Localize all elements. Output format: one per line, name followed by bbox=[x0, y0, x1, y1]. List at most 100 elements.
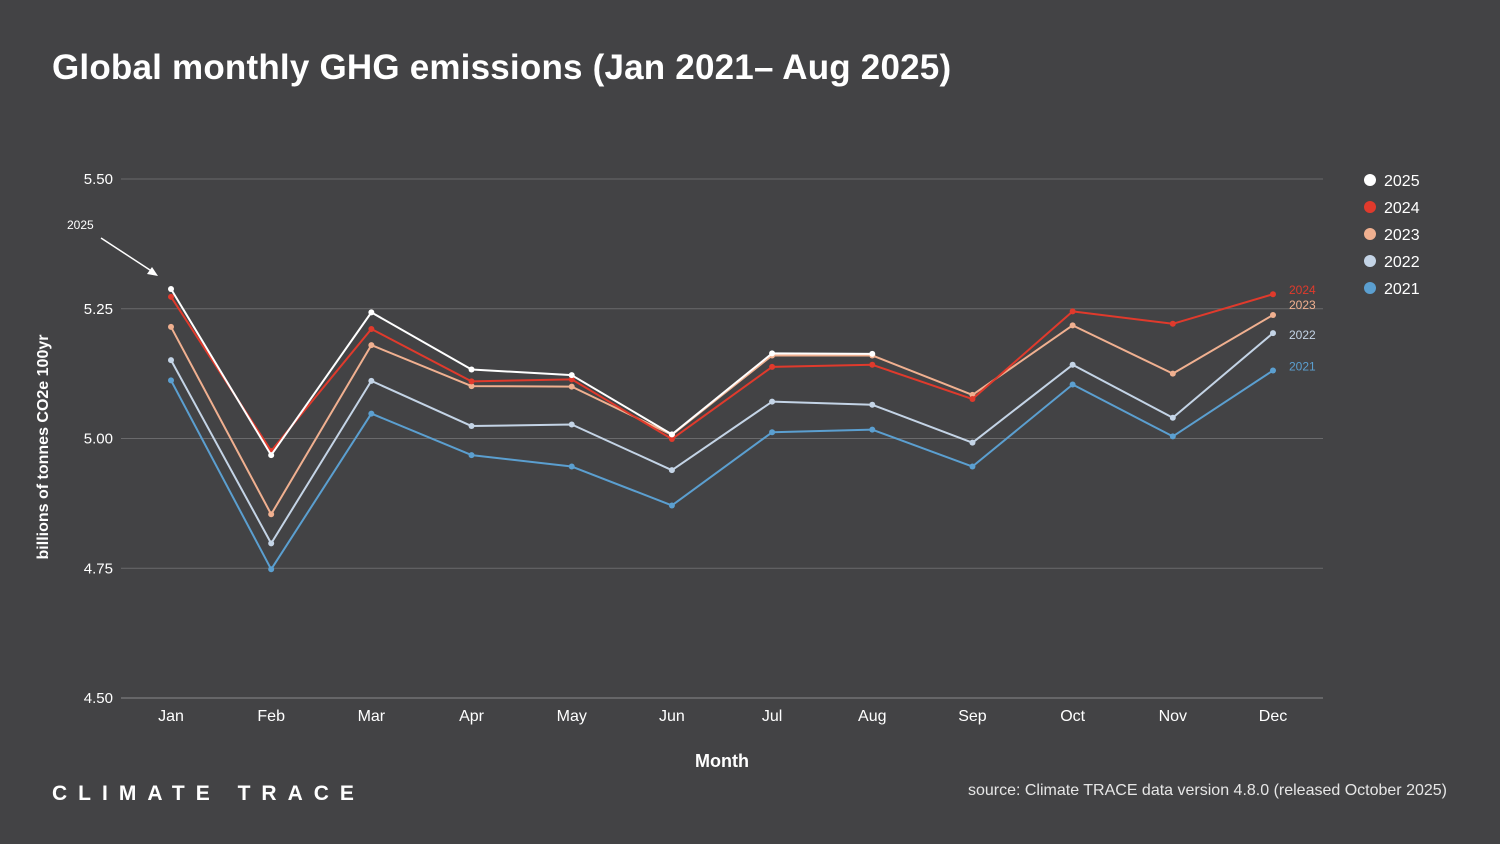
data-point-2024 bbox=[368, 325, 375, 332]
x-tick-label: Feb bbox=[257, 708, 285, 725]
x-axis-ticks: Jan Feb Mar Apr May Jun Jul Aug Sep Oct Nov Dec bbox=[158, 708, 1287, 725]
data-point-2022 bbox=[769, 398, 776, 405]
x-tick-label: Aug bbox=[858, 708, 886, 725]
data-point-2024 bbox=[1169, 320, 1176, 327]
series-2024 bbox=[168, 291, 1276, 454]
data-point-2024 bbox=[168, 293, 174, 300]
data-point-2023 bbox=[1270, 311, 1276, 318]
data-point-2023 bbox=[468, 383, 475, 390]
x-tick-label: Sep bbox=[958, 708, 987, 725]
data-point-2021 bbox=[769, 429, 776, 436]
x-tick-label: Nov bbox=[1159, 708, 1187, 725]
annotation-arrow-line bbox=[100, 237, 154, 273]
data-point-2024 bbox=[969, 396, 976, 403]
annotation-label: 2025 bbox=[67, 218, 94, 232]
data-point-2021 bbox=[468, 452, 475, 459]
series-line-2021 bbox=[170, 369, 1274, 571]
data-point-2025 bbox=[568, 372, 575, 379]
data-point-2025 bbox=[769, 350, 776, 357]
x-tick-label: Jun bbox=[659, 708, 685, 725]
data-point-2025 bbox=[268, 452, 275, 459]
series-lines bbox=[168, 286, 1276, 573]
data-point-2022 bbox=[1169, 414, 1176, 421]
annotation-arrow-head bbox=[147, 267, 158, 276]
data-point-2025 bbox=[468, 366, 475, 373]
data-point-2022 bbox=[368, 377, 375, 384]
data-point-2022 bbox=[668, 467, 675, 474]
series-2021 bbox=[168, 367, 1276, 573]
series-end-label-2021: 2021 bbox=[1289, 360, 1316, 374]
legend-swatch bbox=[1364, 228, 1376, 240]
legend-item-2025: 2025 bbox=[1364, 173, 1420, 190]
data-point-2024 bbox=[468, 378, 475, 385]
x-tick-label: Mar bbox=[358, 708, 386, 725]
legend-label: 2022 bbox=[1384, 254, 1420, 271]
data-point-2025 bbox=[168, 286, 174, 293]
data-point-2022 bbox=[468, 423, 475, 430]
x-tick-label: Jul bbox=[762, 708, 782, 725]
data-point-2021 bbox=[1069, 381, 1076, 388]
x-tick-label: Oct bbox=[1060, 708, 1085, 725]
legend-label: 2025 bbox=[1384, 173, 1420, 190]
y-axis-label: billions of tonnes CO2e 100yr bbox=[35, 335, 52, 560]
y-axis-ticks: 4.50 4.75 5.00 5.25 5.50 bbox=[84, 171, 113, 707]
gridlines bbox=[121, 178, 1323, 699]
data-point-2021 bbox=[568, 463, 575, 470]
data-point-2021 bbox=[168, 377, 174, 384]
series-2025 bbox=[168, 286, 876, 459]
series-end-label-2023: 2023 bbox=[1289, 298, 1316, 312]
series-line-2025 bbox=[170, 288, 873, 457]
legend-swatch bbox=[1364, 201, 1376, 213]
data-point-2022 bbox=[268, 540, 275, 547]
data-point-2023 bbox=[1169, 370, 1176, 377]
x-tick-label: Apr bbox=[459, 708, 485, 725]
legend-swatch bbox=[1364, 282, 1376, 294]
legend-label: 2024 bbox=[1384, 200, 1420, 217]
data-point-2021 bbox=[668, 502, 675, 509]
legend-item-2023: 2023 bbox=[1364, 227, 1420, 244]
data-point-2021 bbox=[1270, 367, 1276, 374]
data-point-2022 bbox=[1270, 330, 1276, 337]
series-line-2022 bbox=[170, 332, 1274, 545]
data-point-2025 bbox=[368, 309, 375, 316]
legend-label: 2023 bbox=[1384, 227, 1420, 244]
legend-item-2024: 2024 bbox=[1364, 200, 1420, 217]
data-point-2022 bbox=[869, 401, 876, 408]
data-point-2023 bbox=[1069, 322, 1076, 329]
data-point-2022 bbox=[168, 357, 174, 364]
series-2022 bbox=[168, 330, 1276, 547]
y-tick-label: 4.50 bbox=[84, 690, 113, 707]
series-line-2023 bbox=[170, 314, 1274, 516]
annotation: 2025 bbox=[67, 218, 158, 276]
climate-trace-logo: CLIMATE TRACE bbox=[52, 782, 365, 805]
data-point-2022 bbox=[568, 421, 575, 428]
x-tick-label: Dec bbox=[1259, 708, 1287, 725]
data-point-2023 bbox=[368, 342, 375, 349]
data-point-2024 bbox=[568, 376, 575, 383]
series-2023 bbox=[168, 311, 1276, 518]
series-end-label-2024: 2024 bbox=[1289, 283, 1316, 297]
data-point-2021 bbox=[368, 410, 375, 417]
data-point-2024 bbox=[1270, 291, 1276, 298]
data-point-2024 bbox=[769, 363, 776, 370]
data-point-2025 bbox=[869, 350, 876, 357]
data-point-2021 bbox=[1169, 433, 1176, 440]
data-point-2023 bbox=[568, 383, 575, 390]
x-tick-label: May bbox=[557, 708, 587, 725]
y-tick-label: 5.50 bbox=[84, 171, 113, 188]
chart-title: Global monthly GHG emissions (Jan 2021– … bbox=[52, 48, 952, 87]
data-point-2023 bbox=[168, 323, 174, 330]
y-tick-label: 4.75 bbox=[84, 560, 113, 577]
data-point-2024 bbox=[668, 436, 675, 443]
series-end-label-2022: 2022 bbox=[1289, 328, 1316, 342]
data-point-2021 bbox=[268, 566, 275, 573]
data-point-2022 bbox=[1069, 361, 1076, 368]
data-point-2024 bbox=[869, 361, 876, 368]
legend-swatch bbox=[1364, 255, 1376, 267]
series-line-2024 bbox=[170, 293, 1274, 452]
x-axis-label: Month bbox=[695, 751, 749, 771]
y-tick-label: 5.25 bbox=[84, 301, 113, 318]
data-point-2023 bbox=[969, 391, 976, 398]
